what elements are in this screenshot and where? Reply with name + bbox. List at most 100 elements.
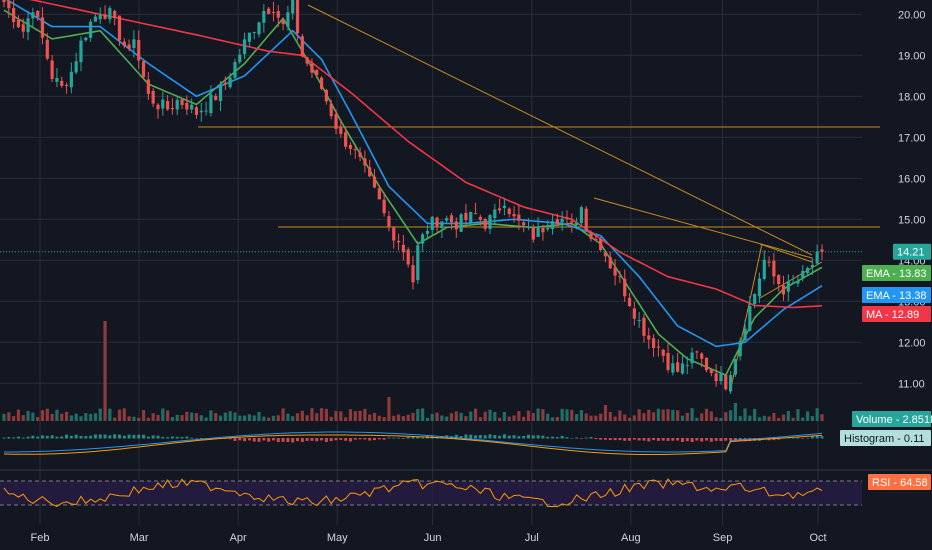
candle[interactable] — [50, 55, 54, 83]
candle[interactable] — [796, 274, 800, 288]
candle[interactable] — [478, 214, 482, 226]
candle[interactable] — [608, 252, 612, 270]
candle[interactable] — [194, 105, 199, 119]
candle[interactable] — [137, 30, 141, 69]
wedge-lower[interactable] — [759, 261, 823, 299]
wedge-upper[interactable] — [759, 243, 813, 263]
candle[interactable] — [704, 357, 709, 373]
candle[interactable] — [570, 213, 574, 233]
candle[interactable] — [190, 98, 194, 114]
candle[interactable] — [425, 224, 430, 238]
candle[interactable] — [79, 36, 83, 72]
ma-line-ema-0[interactable] — [3, 9, 823, 377]
candle[interactable] — [618, 270, 622, 284]
candle[interactable] — [531, 224, 535, 243]
candle[interactable] — [724, 373, 728, 391]
candle[interactable] — [358, 147, 362, 162]
candle[interactable] — [156, 103, 160, 119]
candle[interactable] — [55, 68, 59, 88]
candle[interactable] — [680, 355, 685, 375]
candle[interactable] — [584, 206, 588, 232]
candle[interactable] — [89, 19, 93, 42]
candle[interactable] — [627, 292, 632, 307]
candle[interactable] — [676, 352, 680, 373]
candle[interactable] — [454, 217, 458, 238]
time-axis[interactable]: Feb Mar Apr May Jun Jul Aug Sep Oct — [31, 532, 827, 544]
candle[interactable] — [690, 347, 694, 369]
candle[interactable] — [382, 192, 386, 217]
candle[interactable] — [695, 350, 699, 360]
candle[interactable] — [242, 32, 247, 60]
candle[interactable] — [709, 368, 713, 377]
candle[interactable] — [550, 214, 555, 235]
candle[interactable] — [305, 56, 309, 67]
candle[interactable] — [247, 32, 251, 47]
candle[interactable] — [565, 210, 569, 225]
candle[interactable] — [522, 220, 526, 233]
candle[interactable] — [396, 233, 401, 251]
candle[interactable] — [363, 150, 367, 173]
candle[interactable] — [791, 274, 795, 284]
candle[interactable] — [228, 72, 232, 89]
candle[interactable] — [146, 71, 150, 100]
candle[interactable] — [329, 99, 333, 120]
candle[interactable] — [348, 142, 353, 156]
candle[interactable] — [7, 0, 11, 18]
candle[interactable] — [45, 32, 49, 61]
candle[interactable] — [411, 255, 415, 290]
candle[interactable] — [170, 98, 175, 115]
candle[interactable] — [772, 253, 776, 285]
candle[interactable] — [392, 226, 396, 249]
candle[interactable] — [762, 250, 766, 281]
candle[interactable] — [656, 339, 660, 357]
candle[interactable] — [536, 217, 540, 238]
candle[interactable] — [12, 0, 16, 29]
trendline-secondary[interactable] — [593, 197, 813, 259]
candle[interactable] — [781, 275, 786, 301]
candle[interactable] — [315, 68, 319, 79]
candle[interactable] — [733, 359, 737, 377]
candle[interactable] — [599, 237, 603, 251]
candle[interactable] — [276, 5, 280, 28]
candle[interactable] — [430, 215, 434, 235]
candle[interactable] — [459, 212, 463, 232]
candle[interactable] — [517, 204, 521, 230]
candle[interactable] — [93, 13, 98, 22]
candle[interactable] — [714, 364, 718, 387]
candle[interactable] — [647, 327, 651, 349]
candle[interactable] — [117, 15, 122, 46]
candle[interactable] — [541, 224, 545, 241]
candle[interactable] — [767, 256, 771, 267]
candle[interactable] — [416, 241, 420, 285]
candle[interactable] — [401, 235, 405, 261]
candle[interactable] — [26, 10, 30, 41]
candle[interactable] — [743, 319, 747, 343]
candle[interactable] — [421, 232, 425, 252]
candle[interactable] — [637, 311, 641, 328]
candle[interactable] — [2, 0, 6, 8]
candle[interactable] — [98, 7, 102, 24]
candle[interactable] — [151, 88, 155, 108]
candle[interactable] — [372, 168, 377, 189]
candle[interactable] — [488, 214, 492, 235]
candle[interactable] — [60, 76, 64, 88]
candle[interactable] — [281, 17, 285, 31]
candle[interactable] — [589, 230, 593, 242]
candle[interactable] — [40, 7, 45, 45]
candle[interactable] — [166, 94, 170, 111]
candle[interactable] — [613, 259, 617, 286]
candle[interactable] — [526, 218, 531, 230]
candle[interactable] — [555, 213, 559, 228]
candle[interactable] — [291, 0, 295, 20]
candle[interactable] — [175, 96, 179, 116]
candle[interactable] — [286, 5, 290, 31]
candle[interactable] — [368, 159, 372, 178]
candle[interactable] — [748, 296, 752, 332]
candle[interactable] — [185, 95, 189, 115]
candle[interactable] — [449, 212, 454, 230]
candle[interactable] — [21, 18, 25, 39]
candle[interactable] — [103, 5, 107, 20]
candle[interactable] — [753, 293, 757, 309]
trendline-descending[interactable] — [307, 4, 813, 256]
candle[interactable] — [464, 203, 468, 227]
